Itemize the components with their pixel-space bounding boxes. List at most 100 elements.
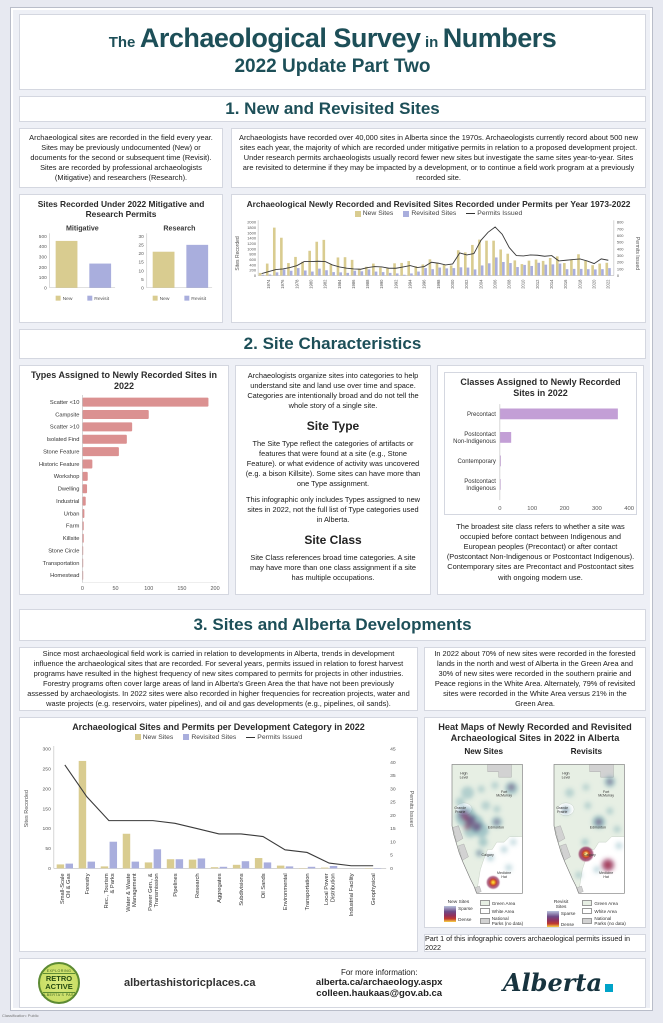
density-label: Dense (458, 917, 472, 923)
section1-heading: 1. New and Revisited Sites (19, 96, 646, 122)
svg-text:Permits Issued: Permits Issued (634, 237, 640, 270)
area-legend-item: White Area (479, 908, 523, 915)
svg-text:1984: 1984 (337, 279, 342, 289)
svg-text:2012: 2012 (535, 279, 540, 289)
page-title: The Archaeological Survey in Numbers (20, 25, 645, 52)
title-pre: The (108, 34, 136, 51)
svg-text:15: 15 (390, 826, 396, 832)
timeline-chart-title: Archaeological Newly Recorded and Revisi… (246, 199, 631, 209)
svg-text:1980: 1980 (308, 279, 313, 289)
svg-text:200: 200 (211, 586, 220, 592)
svg-text:50: 50 (113, 586, 119, 592)
svg-text:1986: 1986 (351, 279, 356, 289)
legend-swatch (354, 210, 361, 217)
svg-text:2010: 2010 (521, 279, 526, 289)
svg-text:600: 600 (617, 233, 624, 238)
svg-text:Environmental: Environmental (283, 873, 289, 910)
svg-text:1994: 1994 (408, 279, 413, 289)
svg-text:1400: 1400 (247, 236, 257, 241)
svg-text:200: 200 (560, 505, 571, 511)
legend-item: New Sites (354, 210, 393, 217)
svg-text:2002: 2002 (464, 279, 469, 289)
svg-text:200: 200 (43, 786, 52, 792)
svg-text:150: 150 (177, 586, 186, 592)
svg-text:300: 300 (617, 253, 624, 258)
section1-intro-right-text: Archaeologists have recorded over 40,000… (239, 133, 638, 182)
logo-main: RETRO ACTIVE (43, 973, 75, 993)
svg-text:New: New (63, 296, 73, 302)
svg-text:1600: 1600 (247, 230, 257, 235)
heatmap-legend: Revisit Sites Sparse Dense Green Area White … (546, 900, 626, 928)
svg-text:20: 20 (390, 813, 396, 819)
area-legend-item: Green Area (479, 900, 523, 907)
svg-text:200: 200 (39, 265, 47, 271)
svg-text:300: 300 (39, 255, 47, 261)
svg-text:Research: Research (163, 224, 195, 232)
classes-chart-box: Classes Assigned to Newly Recorded Sites… (444, 372, 637, 515)
svg-text:Local PowerDistribution: Local PowerDistribution (324, 873, 336, 905)
svg-text:1976: 1976 (280, 279, 285, 289)
page-subtitle: 2022 Update Part Two (234, 56, 431, 77)
title-mid: in (424, 34, 439, 51)
svg-text:Oil Sands: Oil Sands (261, 873, 267, 898)
svg-text:Rec., Tourism& Parks: Rec., Tourism& Parks (104, 873, 116, 908)
density-label: Dense (560, 922, 575, 928)
svg-text:Mitigative: Mitigative (66, 224, 99, 232)
alberta-map: High Level Fort McMurray Grande Prairie Edmont… (553, 764, 626, 894)
svg-text:0: 0 (390, 866, 393, 872)
svg-text:400: 400 (617, 246, 624, 251)
area-swatch (479, 918, 490, 925)
svg-text:0: 0 (81, 586, 84, 592)
title-end: Numbers (442, 23, 557, 53)
svg-text:200: 200 (249, 268, 256, 273)
legend-swatch (246, 736, 256, 739)
svg-text:1998: 1998 (436, 279, 441, 289)
svg-text:Sites Recorded: Sites Recorded (24, 790, 30, 827)
svg-text:5: 5 (141, 277, 144, 283)
area-swatch (479, 900, 490, 907)
svg-text:Calgary: Calgary (584, 853, 596, 857)
svg-text:Sites Recorded: Sites Recorded (235, 236, 241, 271)
types-chart-title: Types Assigned to Newly Recorded Sites i… (30, 370, 218, 391)
svg-text:100: 100 (527, 505, 538, 511)
svg-text:Revisit: Revisit (191, 296, 206, 302)
alberta-wordmark-square (605, 984, 613, 992)
svg-text:1978: 1978 (294, 279, 299, 289)
development-legend: New Sites Revisited Sites Permits Issued (20, 734, 417, 741)
classes-note: The broadest site class refers to whethe… (446, 521, 635, 582)
svg-text:0: 0 (254, 273, 257, 278)
svg-text:Dwelling: Dwelling (58, 486, 80, 492)
svg-text:1200: 1200 (247, 241, 257, 246)
svg-text:300: 300 (592, 505, 603, 511)
svg-text:1988: 1988 (365, 279, 370, 289)
svg-text:Small-ScaleOil & Gas: Small-ScaleOil & Gas (60, 873, 72, 904)
legend-item: New Sites (134, 734, 173, 741)
svg-text:Water & WasteManagement: Water & WasteManagement (126, 873, 138, 912)
heatmaps-title: Heat Maps of Newly Recorded and Revisite… (438, 722, 632, 744)
svg-text:Industrial Facility: Industrial Facility (349, 873, 355, 916)
svg-text:2014: 2014 (549, 279, 554, 289)
svg-text:5: 5 (390, 853, 393, 859)
svg-text:Transportation: Transportation (43, 560, 80, 566)
section3-intro-left: Since most archaeological field work is … (19, 647, 418, 711)
footer-info: For more information: alberta.ca/archaeo… (271, 968, 486, 999)
logo-arc-top: EXPLORING (46, 969, 72, 974)
svg-text:Postcontact: Postcontact (464, 479, 496, 485)
section3-heading: 3. Sites and Alberta Developments (19, 609, 646, 641)
legend-swatch (183, 734, 190, 741)
heatmap-legend: New Sites Sparse Dense Green Area White Area… (444, 900, 523, 926)
svg-text:Farm: Farm (66, 523, 80, 529)
section3-intro-left-text: Since most archaeological field work is … (27, 649, 410, 708)
svg-text:100: 100 (39, 275, 47, 281)
svg-text:1996: 1996 (422, 279, 427, 289)
svg-text:Calgary: Calgary (481, 853, 493, 857)
types-chart-panel: Types Assigned to Newly Recorded Sites i… (19, 365, 229, 595)
svg-text:0: 0 (498, 505, 502, 511)
title-main: Archaeological Survey (139, 23, 421, 53)
svg-text:30: 30 (138, 234, 144, 240)
legend-item: Permits Issued (466, 210, 522, 217)
